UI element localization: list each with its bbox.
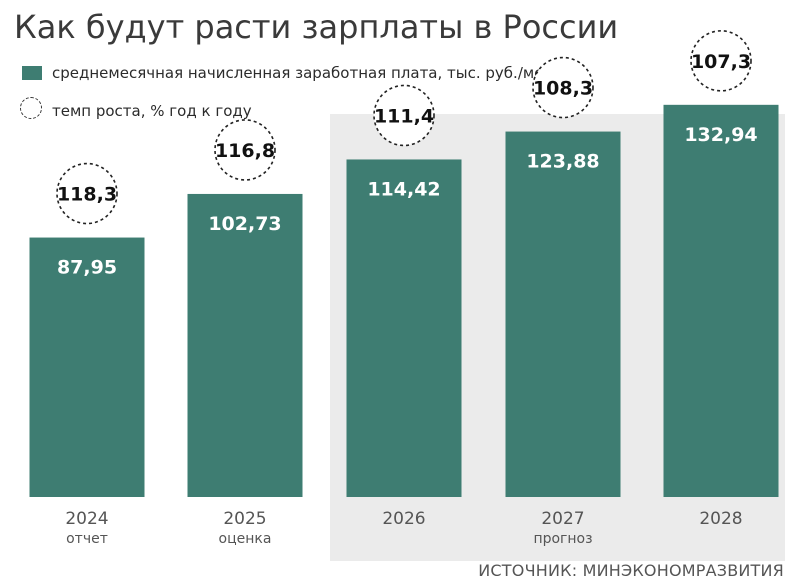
bar-value-label-2027: 123,88 — [526, 151, 599, 173]
growth-circle-2024 — [56, 162, 118, 225]
bar-value-label-2026: 114,42 — [367, 178, 440, 200]
legend-bar-label: среднемесячная начисленная заработная пл… — [52, 64, 557, 82]
growth-rate-label-2027: 108,3 — [533, 78, 593, 100]
growth-rate-label-2024: 118,3 — [57, 184, 117, 206]
x-tick-label-2028: 2028 — [699, 509, 742, 529]
bar-2028 — [663, 104, 779, 498]
x-tick-label-2027: 2027 — [541, 509, 584, 529]
x-tick-label-2025: 2025 — [223, 509, 266, 529]
growth-circle-2025 — [214, 119, 276, 181]
x-tick-label-2026: 2026 — [382, 509, 425, 529]
growth-circle-2028 — [690, 30, 752, 92]
legend-circle-label: темп роста, % год к году — [52, 102, 252, 120]
bar-2026 — [346, 159, 462, 497]
growth-rate-label-2026: 111,4 — [374, 105, 434, 127]
chart-title: Как будут расти зарплаты в России — [14, 8, 619, 46]
growth-circle-2027 — [532, 56, 594, 119]
bar-2025 — [187, 193, 303, 497]
x-tick-note-2027: прогноз — [533, 531, 592, 547]
bar-2024 — [29, 237, 145, 498]
bar-value-label-2024: 87,95 — [57, 257, 117, 279]
bar-2027 — [505, 131, 621, 497]
growth-rate-label-2028: 107,3 — [691, 51, 751, 73]
bar-value-label-2028: 132,94 — [684, 124, 757, 146]
growth-circle-2026 — [373, 84, 435, 147]
growth-rate-label-2025: 116,8 — [215, 140, 275, 162]
source-note: ИСТОЧНИК: МИНЭКОНОМРАЗВИТИЯ — [478, 561, 784, 580]
x-tick-label-2024: 2024 — [65, 509, 108, 529]
bar-value-label-2025: 102,73 — [208, 213, 281, 235]
x-tick-note-2024: отчет — [66, 531, 108, 547]
legend-circle-swatch — [20, 97, 42, 119]
legend-bar-swatch — [22, 66, 42, 80]
x-tick-note-2025: оценка — [219, 531, 272, 547]
